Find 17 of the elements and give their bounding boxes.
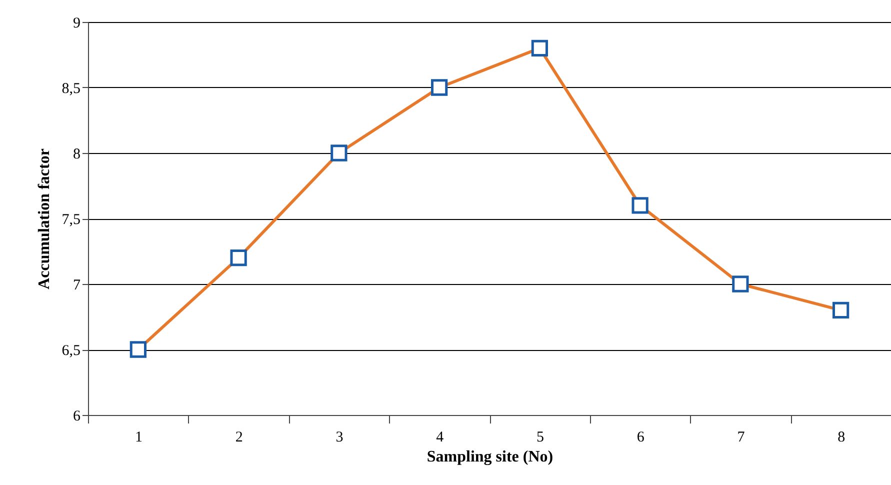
y-tick-label: 7 — [73, 278, 81, 294]
y-axis-title: Accumulation factor — [36, 148, 53, 290]
x-tick-label: 4 — [436, 430, 444, 446]
x-axis-title: Sampling site (No) — [426, 448, 554, 466]
y-tick-label: 9 — [73, 16, 80, 32]
y-tick-label: 8,5 — [62, 81, 80, 97]
y-tick-label: 8 — [73, 146, 80, 162]
x-tick-label: 8 — [838, 430, 846, 446]
x-tick-label: 5 — [536, 430, 544, 446]
x-tick-label: 7 — [737, 430, 746, 446]
y-tick-label: 7,5 — [62, 212, 80, 228]
x-tick-label: 2 — [235, 430, 243, 446]
x-tick-label: 3 — [336, 430, 344, 446]
y-tick-label: 6 — [73, 408, 81, 424]
x-tick-label: 1 — [134, 430, 142, 446]
y-tick-label: 6,5 — [62, 343, 80, 359]
x-tick-label: 6 — [636, 430, 645, 446]
